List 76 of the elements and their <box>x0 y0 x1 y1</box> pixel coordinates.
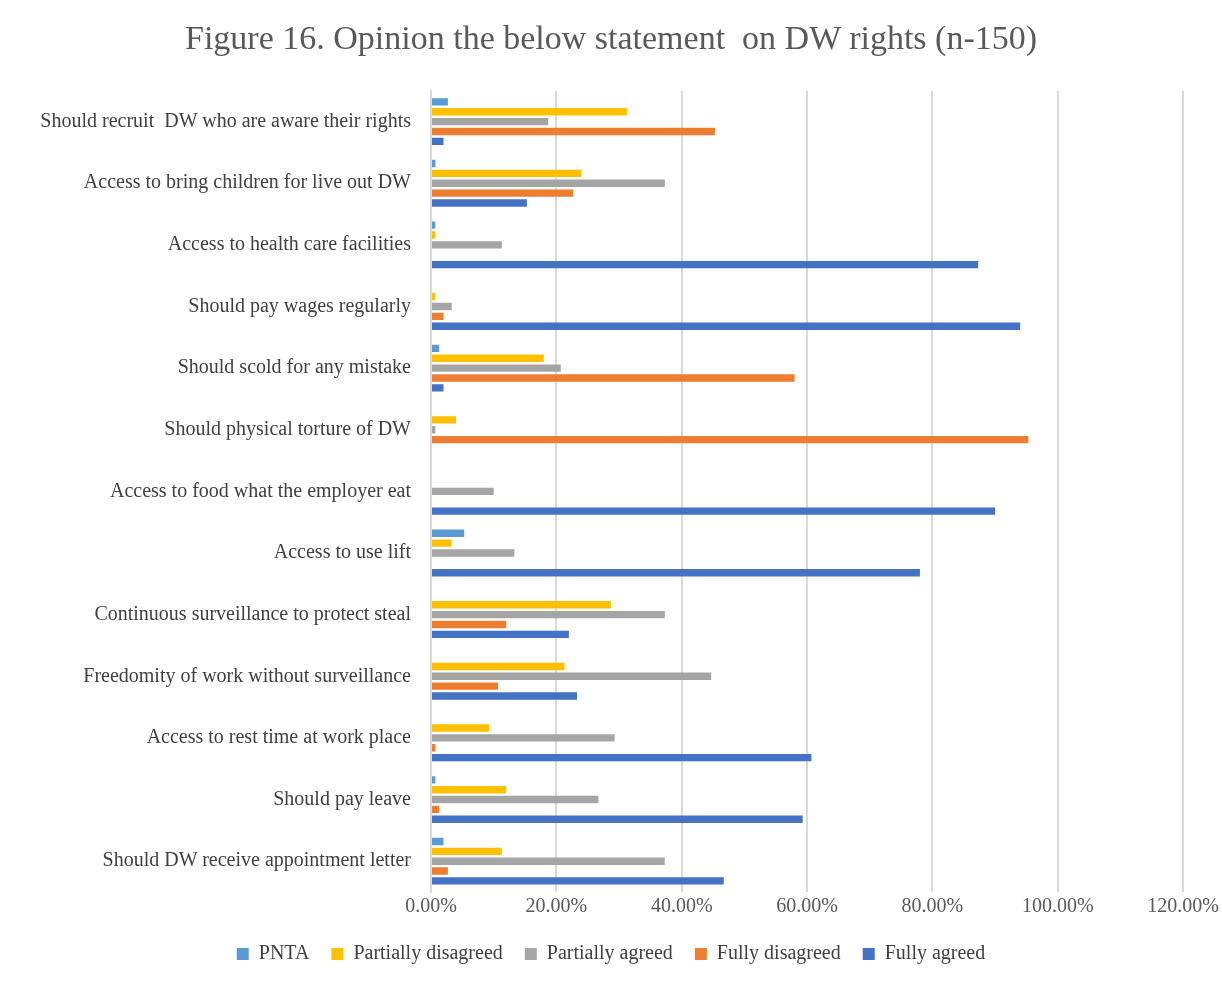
bar <box>431 692 578 700</box>
bar <box>431 753 812 762</box>
bar <box>431 805 440 814</box>
x-tick-label: 80.00% <box>901 894 964 917</box>
bar <box>431 312 444 321</box>
bar <box>431 108 628 116</box>
y-tick-label: Access to rest time at work place <box>146 725 412 749</box>
chart-title: Figure 16. Opinion the below statement on DW rights (n-150) <box>184 19 1038 58</box>
bar <box>431 221 436 229</box>
bar <box>431 231 436 239</box>
bar <box>431 169 582 178</box>
legend-label: Fully disagreed <box>716 941 841 965</box>
y-tick-label: Should physical torture of DW <box>164 417 412 441</box>
bar <box>431 682 499 690</box>
bar <box>431 487 494 496</box>
bar <box>431 776 436 784</box>
bar <box>431 795 599 804</box>
legend-label: PNTA <box>258 941 310 964</box>
x-tick-label: 120.00% <box>1147 894 1220 917</box>
bar <box>431 539 452 547</box>
y-tick-label: Access to use lift <box>273 540 412 563</box>
x-tick-label: 60.00% <box>776 894 838 917</box>
y-tick-label: Continuous surveillance to protect steal <box>94 601 412 625</box>
bar <box>431 507 996 515</box>
x-tick-label: 40.00% <box>650 894 713 917</box>
bar <box>431 374 795 382</box>
y-tick-label: Should scold for any mistake <box>177 355 412 379</box>
bar <box>431 179 665 187</box>
y-tick-label: Should pay leave <box>273 786 412 810</box>
bar <box>431 601 611 609</box>
bar <box>431 344 440 353</box>
bar <box>431 662 565 671</box>
bar <box>431 620 507 629</box>
y-tick-label: Access to bring children for live out DW <box>83 170 412 194</box>
bar <box>431 877 724 885</box>
bar <box>431 127 715 136</box>
bar <box>431 98 448 106</box>
y-tick-label: Access to health care facilities <box>167 232 412 255</box>
y-tick-label: Access to food what the employer eat <box>109 478 412 502</box>
bar <box>431 137 444 146</box>
x-tick-label: 100.00% <box>1021 894 1094 917</box>
bar <box>431 630 569 639</box>
bar <box>431 724 490 732</box>
bar <box>431 199 527 207</box>
bar <box>431 354 544 362</box>
bar <box>431 549 515 557</box>
bar <box>431 364 561 372</box>
bar <box>431 786 507 794</box>
bar <box>431 610 665 619</box>
bar <box>431 384 444 392</box>
y-tick-label: Should recruit DW who are aware their rights <box>40 108 412 132</box>
bar <box>431 302 452 311</box>
y-tick-label: Should DW receive appointment letter <box>102 848 412 872</box>
legend-label: Partially disagreed <box>353 941 503 965</box>
bar <box>431 189 574 197</box>
bar <box>431 416 457 424</box>
bar <box>431 847 502 856</box>
bar <box>431 867 448 875</box>
bar <box>431 672 712 680</box>
bar <box>431 569 920 577</box>
bar <box>431 529 465 538</box>
bar <box>431 241 502 249</box>
bar <box>431 857 665 865</box>
legend-label: Fully agreed <box>884 941 986 965</box>
bar <box>431 322 1021 330</box>
bar <box>431 435 1029 444</box>
x-tick-label: 20.00% <box>525 894 588 917</box>
legend-label: Partially agreed <box>546 941 673 965</box>
y-tick-label: Should pay wages regularly <box>188 293 411 317</box>
bar <box>431 117 549 126</box>
x-tick-label: 0.00% <box>405 894 457 917</box>
bar <box>431 734 615 742</box>
bar <box>431 837 444 846</box>
bar <box>431 815 803 823</box>
bar <box>431 260 979 269</box>
y-tick-label: Freedomity of work without surveillance <box>83 663 412 687</box>
